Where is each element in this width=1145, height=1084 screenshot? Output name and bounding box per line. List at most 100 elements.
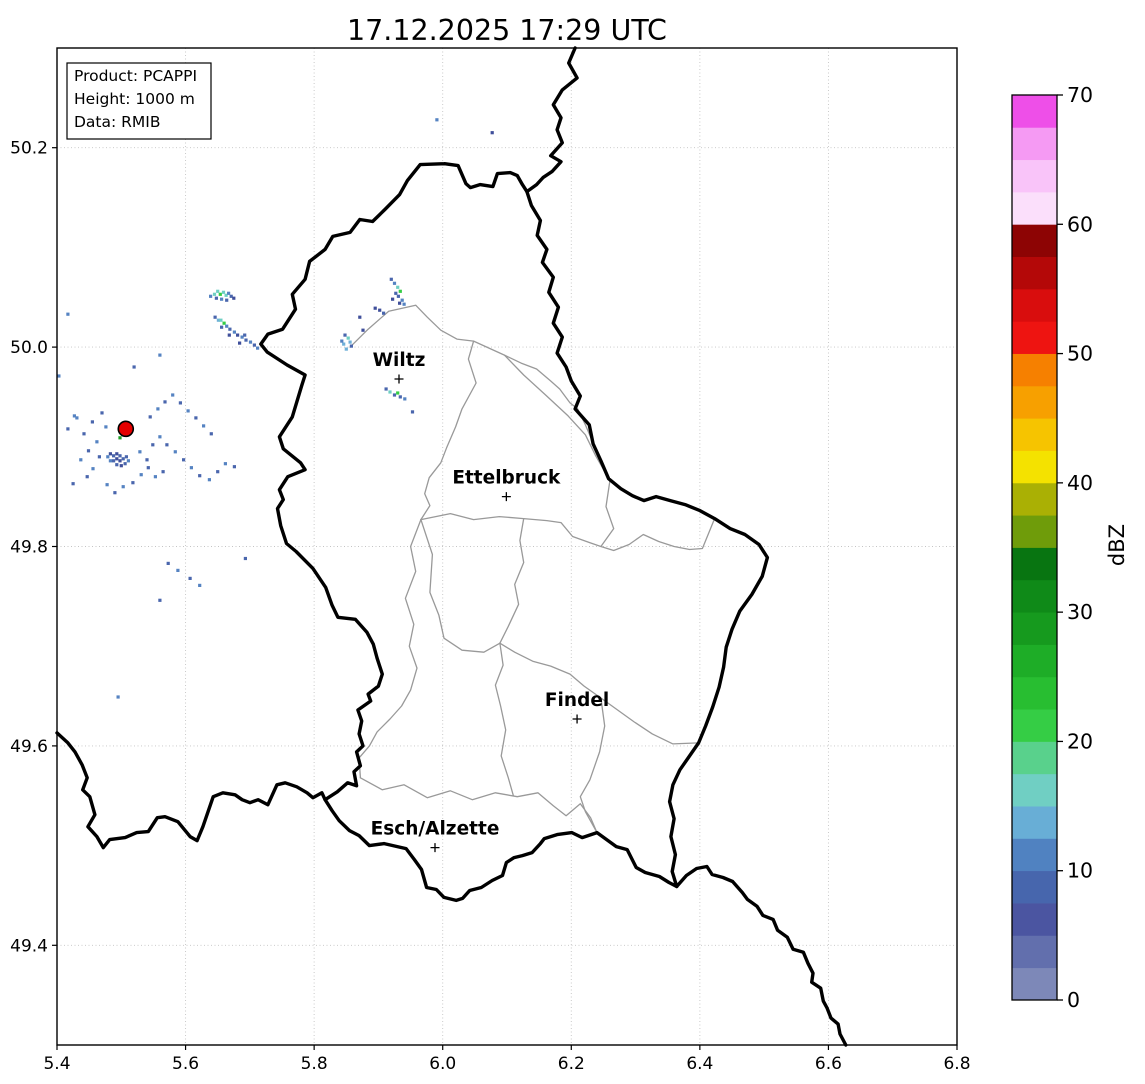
y-tick-label: 49.6 (10, 737, 48, 757)
echo-pixel (244, 338, 248, 342)
echo-pixel (79, 458, 83, 462)
echo-pixel (402, 302, 406, 306)
colorbar-segment (1012, 935, 1057, 969)
echo-pixel (119, 464, 123, 468)
echo-pixel (113, 491, 117, 495)
echo-pixel (126, 459, 130, 463)
echo-pixel (66, 427, 70, 431)
echo-pixel (131, 481, 135, 485)
colorbar-segment (1012, 515, 1057, 548)
colorbar-tick-label: 20 (1067, 729, 1093, 753)
colorbar-frame (1011, 94, 1058, 1001)
echo-pixel (146, 466, 150, 470)
echo-pixel (112, 459, 116, 463)
echo-pixel (232, 296, 236, 300)
echo-pixel (82, 432, 86, 436)
radar-site-marker (117, 420, 135, 438)
echo-pixel (209, 294, 213, 298)
colorbar-segment (1012, 224, 1057, 258)
echo-pixel (165, 443, 169, 447)
echo-pixel (163, 400, 167, 404)
echo-pixel (243, 556, 247, 561)
echo-pixel (358, 315, 362, 319)
echo-pixel (106, 455, 110, 459)
canton-border-line (420, 518, 501, 653)
echo-pixel (240, 335, 244, 339)
colorbar-label: dBZ (1105, 524, 1129, 566)
echo-pixel (171, 393, 175, 397)
echo-pixel (218, 292, 222, 296)
canton-border-line (499, 642, 700, 745)
colorbar-tick-label: 60 (1067, 212, 1093, 236)
colorbar-segment (1012, 838, 1057, 872)
colorbar-segment (1012, 579, 1057, 613)
echo-pixel (435, 118, 439, 122)
info-data-line: Data: RMIB (74, 113, 161, 131)
echo-pixel (71, 482, 75, 486)
figure-title: 17.12.2025 17:29 UTC (347, 14, 667, 47)
colorbar-segment (1012, 256, 1057, 290)
y-tick-label: 50.2 (10, 139, 48, 159)
echo-pixel (95, 440, 99, 444)
colorbar-segment (1012, 709, 1057, 742)
echo-pixel (86, 449, 91, 453)
echo-pixel (342, 342, 346, 346)
x-tick-label: 6.2 (558, 1054, 585, 1074)
y-tick-label: 50.0 (10, 338, 48, 358)
echo-pixel (100, 411, 104, 415)
echo-pixel (198, 583, 202, 587)
radar-site-dot (117, 420, 135, 438)
echo-pixel (256, 346, 260, 350)
belgium-france-border (55, 731, 327, 850)
colorbar-segment (1012, 741, 1057, 775)
city-plus-marker (430, 843, 440, 853)
echo-pixel (225, 298, 229, 302)
echo-pixel (220, 297, 224, 301)
colorbar-segment (1012, 418, 1057, 451)
product-info-box: Product: PCAPPI Height: 1000 m Data: RMI… (66, 62, 212, 140)
echo-pixel (158, 353, 162, 357)
canton-border-line (579, 697, 606, 834)
echo-pixel (398, 301, 402, 305)
colorbar-segment (1012, 612, 1057, 645)
colorbar-segment (1012, 191, 1057, 225)
city-plus-marker (572, 714, 582, 724)
echo-pixel (207, 478, 211, 482)
colorbar-segment (1012, 159, 1057, 193)
gridlines (57, 48, 957, 1045)
echo-pixel (194, 416, 198, 420)
city-label: Findel (545, 690, 609, 711)
colorbar-segment (1012, 903, 1057, 936)
echo-pixel (396, 391, 400, 395)
product-info-box-frame (66, 62, 212, 140)
canton-border-line (503, 354, 597, 457)
country-borders (55, 46, 848, 1047)
canton-border-line (349, 304, 594, 444)
echo-pixel (225, 324, 229, 328)
x-tick-label: 5.8 (301, 1054, 328, 1074)
colorbar-ticks: 0 10 20 30 40 50 60 70 (1057, 83, 1093, 1012)
x-tick-label: 6.6 (815, 1054, 842, 1074)
colorbar-tick-label: 0 (1067, 988, 1080, 1012)
colorbar-segment (1012, 288, 1057, 322)
echo-pixel (90, 420, 94, 424)
echo-pixel (91, 467, 95, 471)
echo-pixel (116, 695, 120, 699)
echo-pixel (388, 390, 392, 394)
colorbar-segment (1012, 95, 1057, 128)
echo-pixel (118, 436, 122, 440)
colorbar-segment (1012, 385, 1057, 419)
echo-pixel (343, 333, 347, 337)
echo-pixel (112, 454, 116, 458)
city-label: Wiltz (373, 350, 426, 371)
canton-border-line (420, 512, 716, 552)
canton-border-line (358, 518, 422, 779)
echo-pixel (158, 435, 162, 439)
echo-pixel (209, 432, 213, 436)
echo-pixel (216, 318, 220, 322)
info-height-line: Height: 1000 m (74, 90, 195, 108)
echo-pixel (243, 333, 247, 337)
echo-pixel (400, 298, 404, 302)
echo-pixel (145, 458, 149, 462)
echo-pixel (182, 458, 186, 462)
